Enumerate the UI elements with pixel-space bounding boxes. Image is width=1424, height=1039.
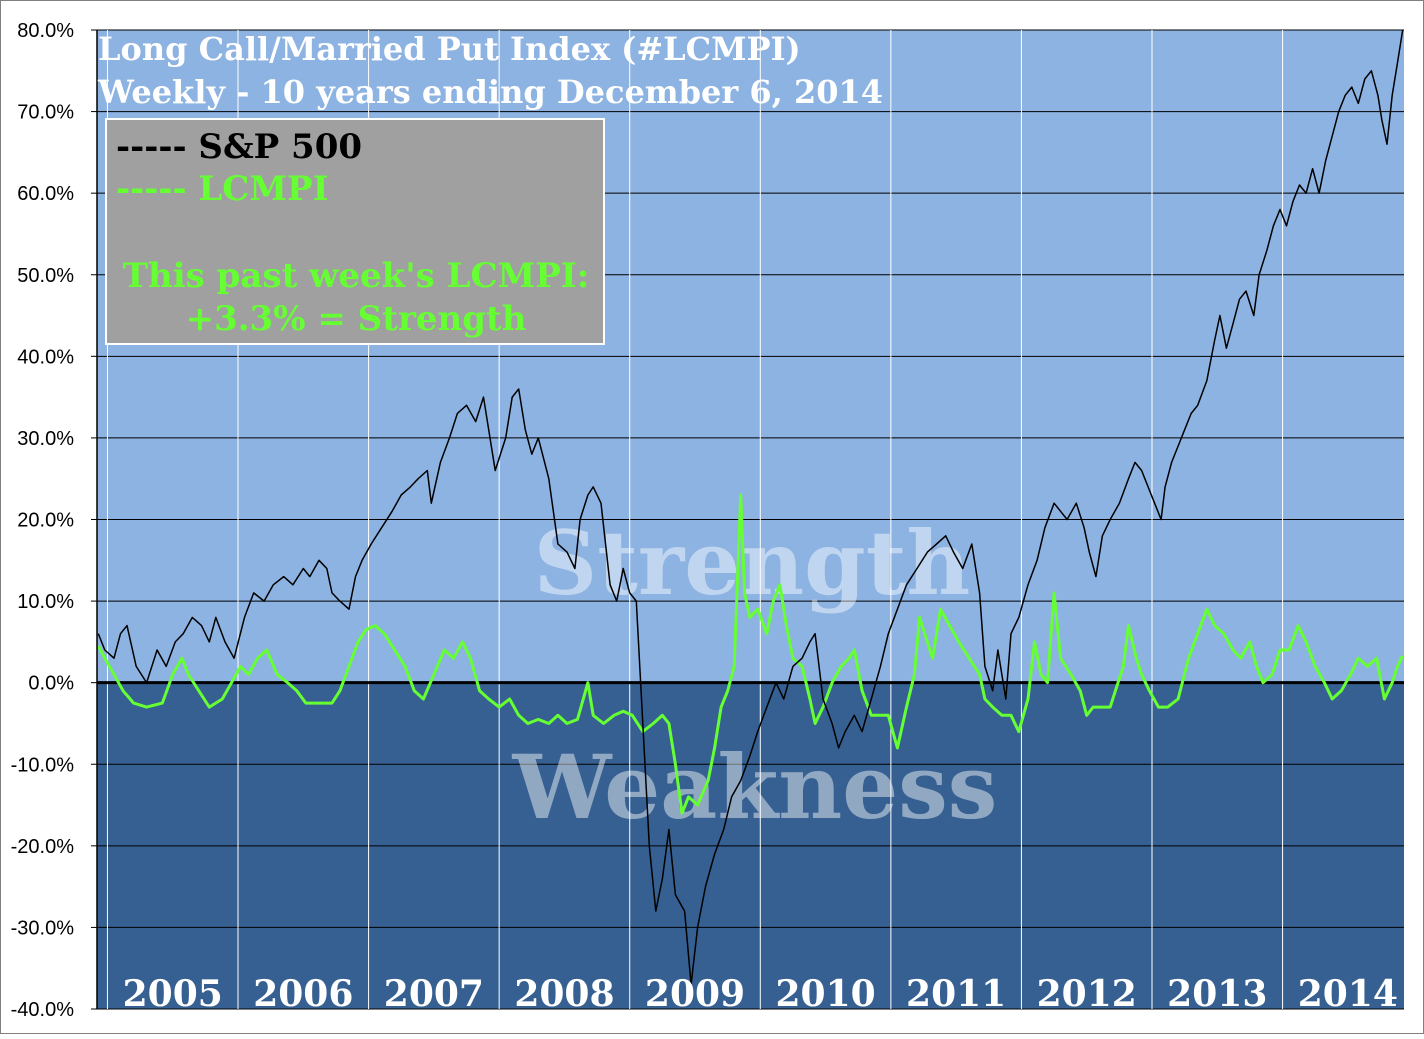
legend-background bbox=[105, 118, 605, 345]
series-lines bbox=[96, 29, 1405, 986]
x-year-labels: 2005 2006 2007 2008 2009 2010 2011 2012 2013 2014 bbox=[123, 973, 1398, 1015]
legend-box: ----- S&P 500 ----- LCMPI This past week… bbox=[105, 118, 605, 345]
chart-subtitle: Weekly - 10 years ending December 6, 201… bbox=[97, 73, 883, 111]
series-line-sp500 bbox=[97, 29, 1404, 986]
chart-title: Long Call/Married Put Index (#LCMPI) bbox=[98, 30, 801, 68]
axes bbox=[91, 29, 98, 1010]
legend-item-lcmpi: ----- LCMPI bbox=[116, 169, 328, 209]
zone-labels: Strength Weakness bbox=[512, 511, 998, 839]
y-tick-labels: 80.0% 70.0% 60.0% 50.0% 40.0% 30.0% 20.0% 10.0%… bbox=[11, 20, 75, 1021]
x-year-label: 2009 bbox=[645, 973, 745, 1015]
x-year-label: 2014 bbox=[1298, 973, 1398, 1015]
chart-titles: Long Call/Married Put Index (#LCMPI) Wee… bbox=[97, 30, 883, 111]
y-tick-label: 50.0% bbox=[17, 265, 74, 287]
y-tick-label: 20.0% bbox=[17, 510, 74, 532]
x-year-label: 2012 bbox=[1037, 973, 1137, 1015]
x-year-label: 2013 bbox=[1167, 973, 1267, 1015]
y-tick-label: -30.0% bbox=[11, 917, 75, 939]
x-year-label: 2006 bbox=[253, 973, 353, 1015]
y-tick-label: 70.0% bbox=[17, 102, 74, 124]
series-line-lcmpi bbox=[96, 493, 1405, 815]
y-tick-label: -40.0% bbox=[11, 999, 75, 1021]
legend-item-sp500: ----- S&P 500 bbox=[116, 127, 362, 167]
x-year-label: 2007 bbox=[384, 973, 484, 1015]
x-year-label: 2011 bbox=[906, 973, 1006, 1015]
y-tick-label: 0.0% bbox=[28, 673, 74, 695]
y-tick-label: 30.0% bbox=[17, 428, 74, 450]
y-tick-label: -20.0% bbox=[11, 836, 75, 858]
x-year-label: 2008 bbox=[514, 973, 614, 1015]
y-tick-label: -10.0% bbox=[11, 754, 75, 776]
y-tick-label: 60.0% bbox=[17, 183, 74, 205]
x-year-label: 2010 bbox=[775, 973, 875, 1015]
x-year-label: 2005 bbox=[123, 973, 223, 1015]
legend-note-line-1: This past week's LCMPI: bbox=[123, 256, 590, 296]
zone-label-weakness: Weakness bbox=[512, 735, 998, 839]
y-tick-label: 10.0% bbox=[17, 591, 74, 613]
legend-note-line-2: +3.3% = Strength bbox=[186, 299, 527, 339]
y-tick-label: 80.0% bbox=[17, 20, 74, 42]
zone-label-strength: Strength bbox=[534, 511, 971, 615]
y-tick-label: 40.0% bbox=[17, 346, 74, 368]
